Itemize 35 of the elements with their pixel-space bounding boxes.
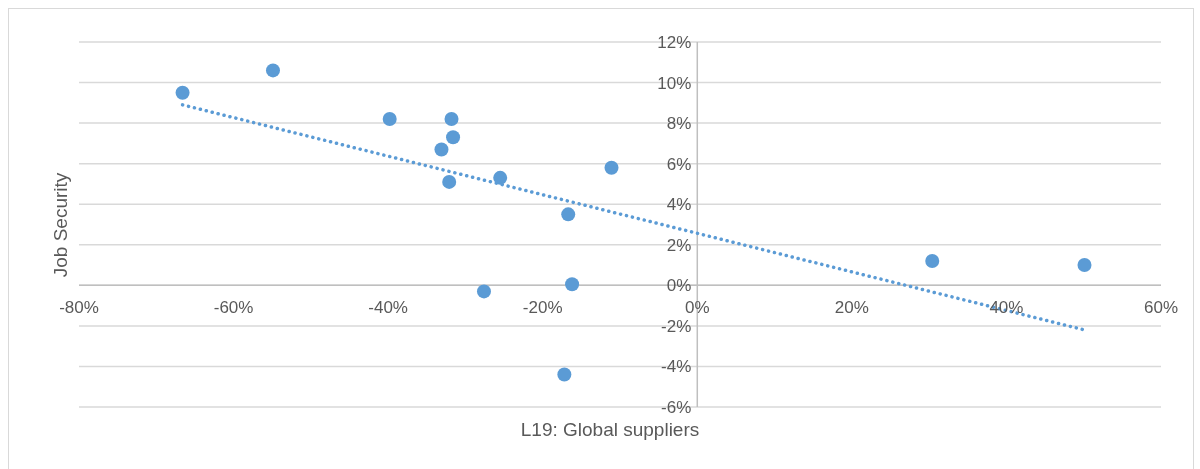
point (442, 174, 457, 189)
y-tick-label: 10% (657, 73, 692, 93)
point (265, 63, 280, 78)
point (434, 142, 449, 157)
y-tick-label: 6% (666, 154, 692, 174)
point (382, 112, 397, 127)
point (557, 367, 572, 382)
x-tick-label: 20% (834, 298, 869, 317)
y-tick-label: 8% (666, 114, 692, 134)
y-axis-title: Job Security (50, 172, 72, 278)
x-tick-label: -60% (213, 298, 254, 317)
point (493, 170, 508, 185)
point (1077, 258, 1092, 273)
point (604, 160, 619, 175)
x-tick-label: -20% (522, 298, 563, 317)
y-tick-label: 0% (666, 276, 692, 296)
point (444, 112, 459, 127)
y-tick-label: -6% (661, 398, 692, 417)
x-tick-label: 40% (989, 298, 1024, 317)
y-tick-label: 4% (666, 195, 692, 215)
point (446, 130, 461, 145)
y-tick-label: 2% (666, 235, 692, 255)
x-tick-label: -40% (368, 298, 408, 317)
point (561, 207, 576, 222)
point (476, 284, 491, 299)
y-tick-label: -4% (661, 357, 692, 377)
y-tick-label: 12% (657, 33, 692, 52)
x-tick-label: -80% (59, 298, 99, 317)
x-axis-title: L19: Global suppliers (519, 419, 701, 441)
x-tick-label: 0% (685, 298, 710, 317)
point (175, 85, 190, 100)
y-tick-label: -2% (661, 316, 692, 336)
point (565, 277, 580, 292)
x-tick-label: 60% (1143, 298, 1179, 317)
point (925, 254, 940, 268)
